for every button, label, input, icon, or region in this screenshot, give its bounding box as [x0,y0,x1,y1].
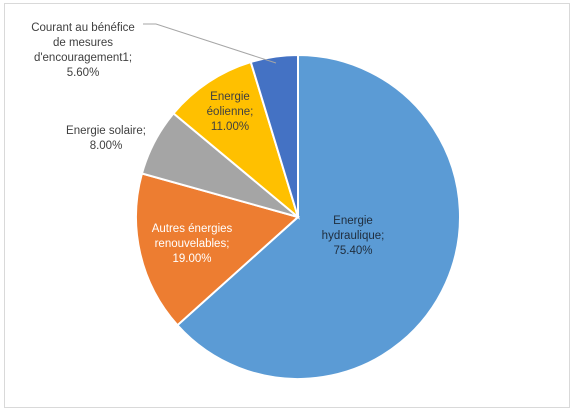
pie-slice [135,172,301,327]
pie-slice [249,53,299,218]
pie-slice [172,60,300,220]
leader-line [143,23,277,64]
data-label: Courant au bénéfice de mesures d'encourage… [31,22,135,79]
pie-slice [176,53,461,380]
chart-area: Energie hydraulique; 75.40% Autres énergies… [4,3,570,408]
data-label: Energie éolienne; 11.00% [207,91,254,133]
data-label: Energie hydraulique; 75.40% [322,215,385,257]
data-label: Autres énergies renouvelables; 19.00% [152,223,233,265]
data-label: Energie solaire; 8.00% [66,125,146,152]
pie-chart: Energie hydraulique; 75.40% Autres énergies… [31,22,461,380]
